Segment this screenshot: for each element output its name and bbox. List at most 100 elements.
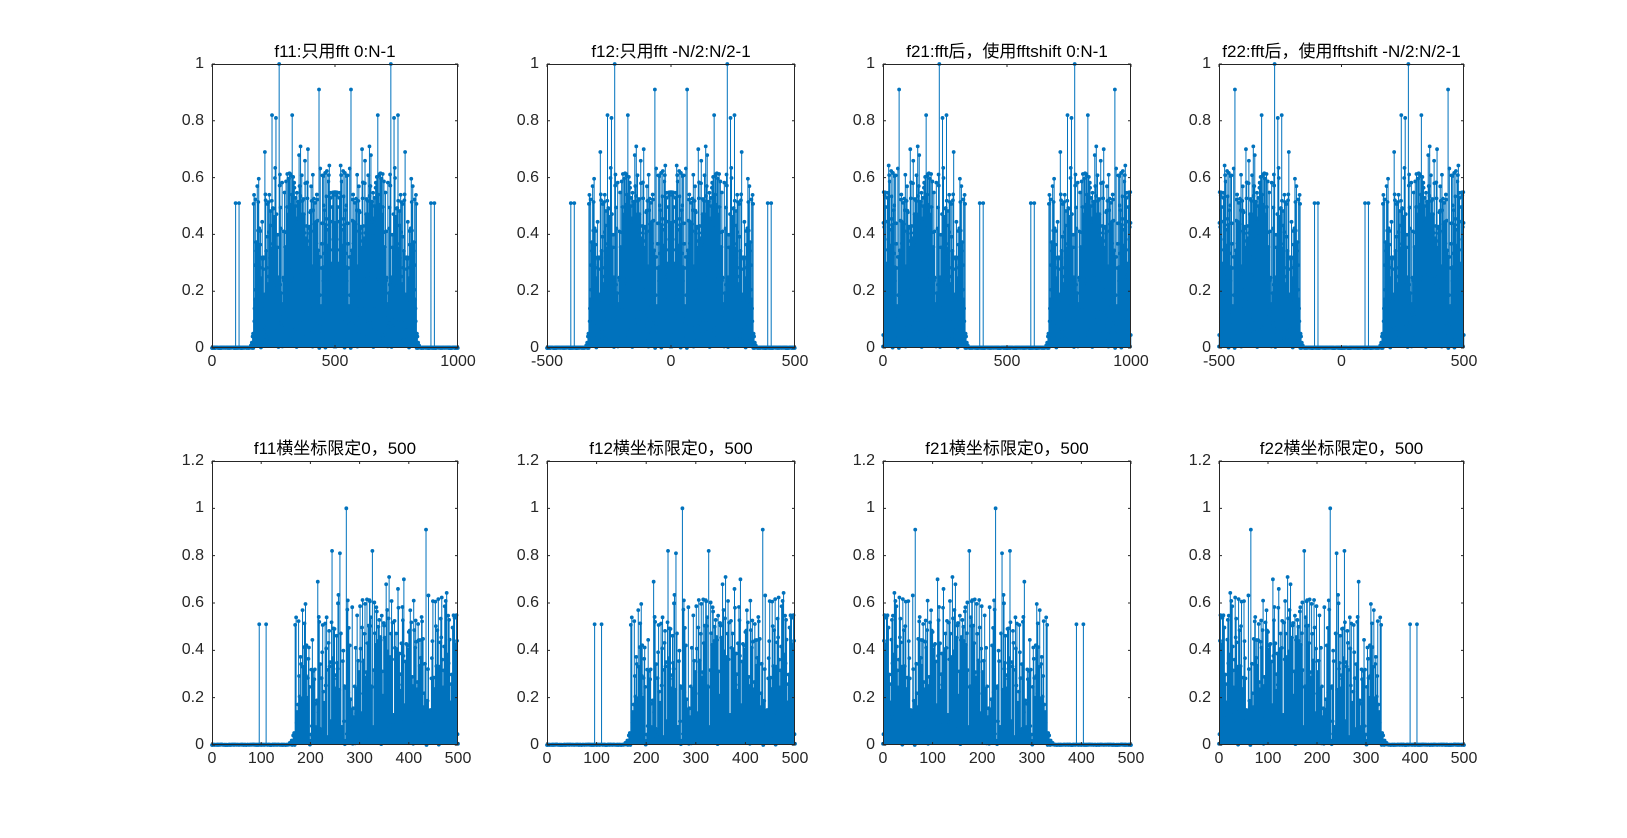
stem-markers	[1217, 506, 1466, 747]
y-tick-label: 0.6	[516, 168, 539, 186]
plot-area	[545, 62, 797, 350]
plot-area	[1217, 62, 1466, 350]
plot-area	[881, 460, 1133, 747]
x-tick-label: 0	[1214, 750, 1224, 767]
subplot-title: f11:只用fft 0:N-1	[274, 42, 396, 61]
subplot-f21-full: f21:fft后，使用fftshift 0:N-1 0 500 1000 0 0.2 0.4…	[853, 42, 1149, 370]
y-tick-label: 0.4	[516, 225, 539, 243]
x-tick-label: 500	[321, 353, 349, 370]
y-tick-label: 0.2	[181, 282, 204, 300]
y-tick-label: 1	[530, 499, 539, 517]
y-tick-label: 0.6	[516, 594, 539, 611]
subplot-title: f21:fft后，使用fftshift 0:N-1	[906, 42, 1108, 61]
y-tick-label: 1.2	[516, 452, 539, 469]
x-tick-label: 300	[1018, 750, 1046, 767]
x-tick-label: 500	[1450, 750, 1478, 767]
y-tick-label: 0	[1202, 736, 1211, 753]
y-tick-label: 0.6	[1188, 168, 1211, 186]
y-tick-label: 0.4	[516, 641, 539, 659]
y-tick-label: 0.8	[1188, 111, 1211, 129]
x-tick-label: 0	[207, 750, 217, 767]
y-tick-label: 0	[195, 339, 204, 356]
y-tick-label: 0.8	[852, 546, 875, 564]
y-tick-label: 1.2	[1188, 452, 1211, 469]
plot-area	[210, 62, 460, 350]
x-tick-label: 100	[583, 750, 610, 767]
x-tick-label: 500	[1117, 750, 1145, 767]
y-tick-label: 0.6	[181, 594, 204, 611]
x-tick-label: 500	[993, 353, 1021, 370]
plot-area	[881, 62, 1133, 350]
y-tick-label: 0.6	[181, 168, 204, 186]
plot-area	[545, 460, 797, 747]
y-tick-label: 0.2	[516, 282, 539, 300]
y-tick-label: 1	[195, 499, 204, 517]
y-tick-label: 0	[866, 339, 875, 356]
y-tick-label: 0	[530, 736, 539, 753]
y-tick-label: 0.6	[852, 168, 875, 186]
y-tick-label: 0.2	[181, 688, 204, 706]
x-tick-label: 300	[346, 750, 373, 767]
y-tick-label: 0.2	[1188, 688, 1211, 706]
y-tick-label: 0.6	[1188, 594, 1211, 611]
x-tick-label: 400	[1068, 750, 1095, 767]
subplot-title: f11横坐标限定0，500	[253, 439, 417, 458]
y-tick-label: 0.8	[852, 111, 875, 129]
y-tick-label: 0.4	[181, 641, 204, 659]
y-tick-label: 0.2	[852, 688, 875, 706]
y-tick-label: 0	[195, 736, 204, 753]
y-tick-label: 0.2	[516, 688, 539, 706]
x-tick-label: 200	[968, 750, 996, 767]
y-tick-label: 0.8	[516, 546, 539, 564]
y-tick-label: 0	[1202, 339, 1211, 356]
y-tick-label: 1	[1202, 55, 1211, 72]
subplot-f22-limited: f22横坐标限定0，500 0 100 200 300 400 500 0 0.2 0.4 0.6 0…	[1189, 439, 1478, 767]
y-tick-label: 1	[866, 499, 875, 517]
subplot-f12-limited: f12横坐标限定0，500 0 100 200 300 400 500 0 0.2 0.4 0.6 0…	[517, 439, 809, 767]
x-tick-label: 200	[632, 750, 660, 767]
subplot-title: f12横坐标限定0，500	[589, 439, 753, 458]
y-tick-label: 0.8	[181, 111, 204, 129]
x-tick-label: 300	[682, 750, 710, 767]
x-tick-label: 0	[207, 353, 217, 370]
y-tick-label: 1	[195, 55, 204, 72]
stem-markers	[881, 62, 1133, 350]
subplot-f11-full: f11:只用fft 0:N-1 0 500 1000 0 0.2 0.4 0.6 0.8 1	[182, 42, 476, 370]
subplot-f11-limited: f11横坐标限定0，500 0 100 200 300 400 500 0 0.2 0.4 0.6 0…	[182, 439, 472, 767]
x-tick-label: 0	[878, 353, 888, 370]
y-tick-label: 0.2	[1188, 282, 1211, 300]
x-tick-label: -500	[1202, 353, 1236, 370]
subplot-f21-limited: f21横坐标限定0，500 0 100 200 300 400 500 0 0.2 0.4 0.6 0…	[853, 439, 1145, 767]
x-tick-label: 500	[781, 353, 809, 370]
y-tick-label: 0.4	[852, 641, 875, 659]
subplot-f22-full: f22:fft后，使用fftshift -N/2:N/2-1 -500 0 500 0 0…	[1189, 42, 1478, 370]
y-tick-label: 0.8	[516, 111, 539, 129]
x-tick-label: 500	[1450, 353, 1478, 370]
x-tick-label: 1000	[1113, 353, 1149, 370]
x-tick-label: 400	[732, 750, 759, 767]
y-tick-label: 0.6	[852, 594, 875, 611]
x-tick-label: 0	[1337, 353, 1346, 370]
y-tick-label: 0.8	[181, 546, 204, 564]
subplot-title: f22横坐标限定0，500	[1259, 439, 1424, 458]
x-tick-label: 100	[247, 750, 275, 767]
y-tick-label: 0	[530, 339, 539, 356]
x-tick-label: 0	[542, 750, 552, 767]
x-tick-label: 200	[297, 750, 324, 767]
x-tick-label: 400	[395, 750, 423, 767]
x-tick-label: 300	[1352, 750, 1380, 767]
x-tick-label: 1000	[440, 353, 476, 370]
y-tick-label: 0.2	[852, 282, 875, 300]
y-tick-label: 1	[530, 55, 539, 72]
x-tick-label: 100	[1254, 750, 1282, 767]
subplot-title: f21横坐标限定0，500	[925, 439, 1089, 458]
y-tick-label: 0.8	[1188, 546, 1211, 564]
x-tick-label: 0	[666, 353, 676, 370]
x-tick-label: -500	[530, 353, 564, 370]
y-tick-label: 0.4	[1188, 225, 1211, 243]
subplot-f12-full: f12:只用fft -N/2:N/2-1 -500 0 500 0 0.2 0.4 0.6 0.…	[517, 42, 809, 370]
x-tick-label: 500	[444, 750, 472, 767]
y-tick-label: 1.2	[181, 452, 204, 469]
y-tick-label: 0.4	[1188, 641, 1211, 659]
